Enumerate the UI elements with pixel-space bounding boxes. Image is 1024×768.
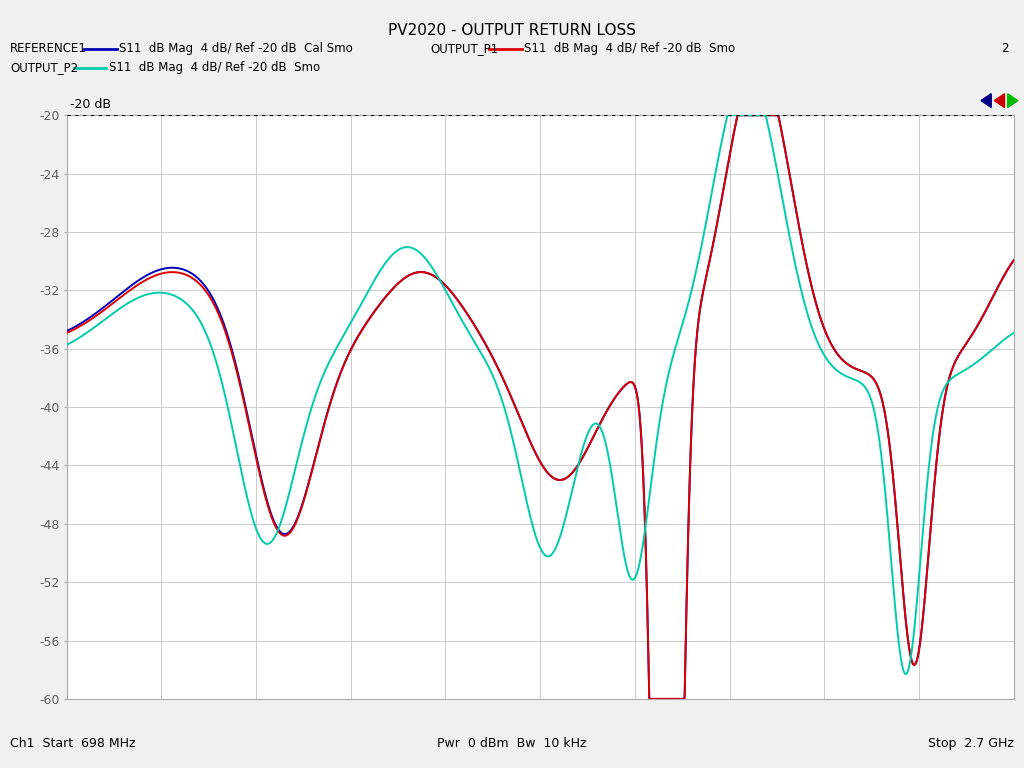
- Text: S11  dB Mag  4 dB/ Ref -20 dB  Smo: S11 dB Mag 4 dB/ Ref -20 dB Smo: [524, 42, 735, 55]
- Text: -20 dB: -20 dB: [70, 98, 111, 111]
- Text: Pwr  0 dBm  Bw  10 kHz: Pwr 0 dBm Bw 10 kHz: [437, 737, 587, 750]
- Text: OUTPUT_P2: OUTPUT_P2: [10, 61, 79, 74]
- Text: REFERENCE1: REFERENCE1: [10, 42, 87, 55]
- Text: Ch1  Start  698 MHz: Ch1 Start 698 MHz: [10, 737, 136, 750]
- Text: S11  dB Mag  4 dB/ Ref -20 dB  Cal Smo: S11 dB Mag 4 dB/ Ref -20 dB Cal Smo: [119, 42, 352, 55]
- Text: 2: 2: [1001, 42, 1009, 55]
- Text: Stop  2.7 GHz: Stop 2.7 GHz: [928, 737, 1014, 750]
- Text: S11  dB Mag  4 dB/ Ref -20 dB  Smo: S11 dB Mag 4 dB/ Ref -20 dB Smo: [109, 61, 319, 74]
- Text: OUTPUT_P1: OUTPUT_P1: [430, 42, 499, 55]
- Text: PV2020 - OUTPUT RETURN LOSS: PV2020 - OUTPUT RETURN LOSS: [388, 23, 636, 38]
